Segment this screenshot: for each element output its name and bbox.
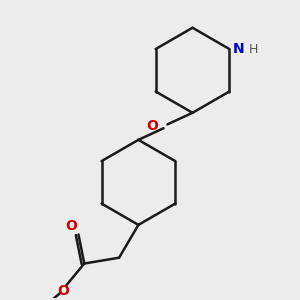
Text: O: O (57, 284, 69, 298)
Text: H: H (249, 43, 258, 56)
Text: O: O (146, 119, 158, 133)
Text: N: N (232, 42, 244, 56)
Text: O: O (66, 219, 77, 233)
